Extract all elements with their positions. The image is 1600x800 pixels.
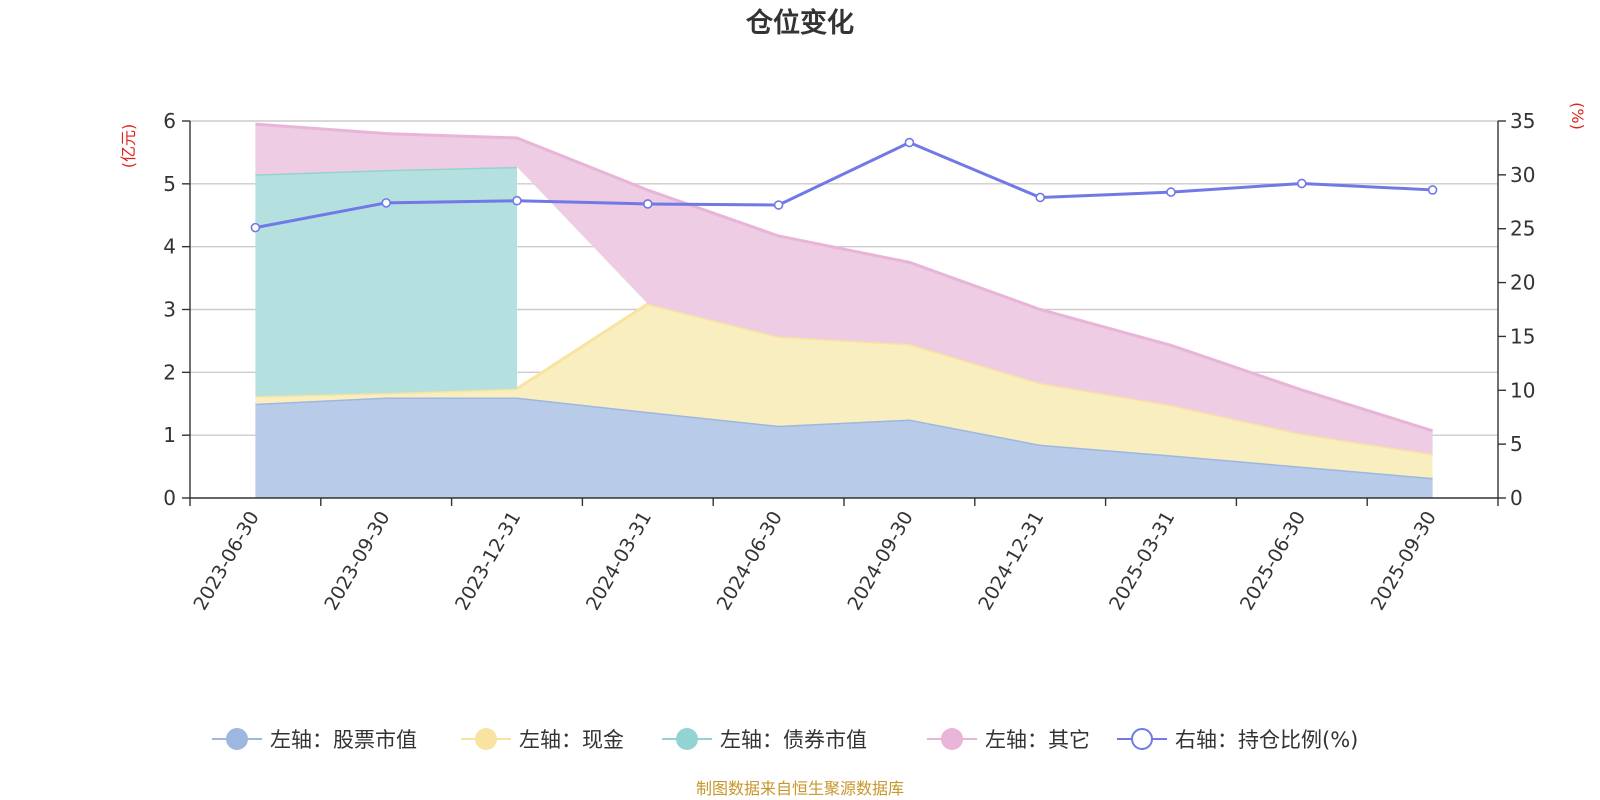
right-tick-label: 5 xyxy=(1510,432,1523,456)
right-tick-label: 30 xyxy=(1510,163,1535,187)
area-1 xyxy=(255,303,1433,478)
right-tick-label: 15 xyxy=(1510,324,1535,348)
legend-marker-2 xyxy=(676,728,698,750)
ratio-point xyxy=(381,198,392,208)
ratio-point xyxy=(1427,185,1438,195)
left-tick-label: 0 xyxy=(163,486,176,510)
legend-marker-1 xyxy=(475,728,497,750)
area-2 xyxy=(255,166,517,397)
left-tick-label: 5 xyxy=(163,172,176,196)
legend-marker-4 xyxy=(1131,728,1153,750)
legend-label-3: 左轴：其它 xyxy=(985,728,1090,752)
ratio-point xyxy=(512,195,522,206)
chart-title: 仓位变化 xyxy=(745,7,854,39)
legend-label-4: 右轴：持仓比例(%) xyxy=(1175,728,1358,752)
legend-label-2: 左轴：债券市值 xyxy=(720,728,867,752)
legend: 左轴：股票市值 左轴：现金 左轴：债券市值 左轴：其它 右轴：持仓比例(%) xyxy=(212,728,1358,752)
right-tick-label: 25 xyxy=(1510,217,1535,241)
x-tick-label: 2023-06-30 xyxy=(189,508,263,615)
legend-label-0: 左轴：股票市值 xyxy=(270,728,417,752)
ratio-point xyxy=(904,137,915,148)
left-tick-label: 3 xyxy=(163,298,176,322)
x-tick-label: 2024-03-31 xyxy=(582,508,656,615)
x-tick-label: 2025-03-31 xyxy=(1105,508,1179,615)
area-3 xyxy=(255,124,1433,455)
left-tick-label: 1 xyxy=(163,423,176,447)
x-tick-label: 2024-12-31 xyxy=(974,508,1048,615)
ratio-point xyxy=(1035,192,1045,203)
ratio-point xyxy=(250,222,261,233)
x-tick-label: 2023-12-31 xyxy=(451,508,525,615)
stacked-areas xyxy=(255,122,1434,498)
legend-marker-3 xyxy=(941,728,963,750)
area-edge-3 xyxy=(255,122,1434,433)
area-0 xyxy=(255,397,1433,498)
x-tick-label: 2024-09-30 xyxy=(843,508,917,615)
position-ratio-line xyxy=(250,137,1438,233)
right-axis-unit: (%) xyxy=(1568,102,1587,130)
x-tick-label: 2023-09-30 xyxy=(320,508,394,615)
right-tick-label: 35 xyxy=(1510,109,1535,133)
x-tick-label: 2025-06-30 xyxy=(1236,508,1310,615)
left-axis-unit: (亿元) xyxy=(119,124,138,169)
left-tick-label: 6 xyxy=(163,109,176,133)
right-tick-label: 0 xyxy=(1510,486,1523,510)
left-tick-label: 4 xyxy=(163,235,176,259)
left-tick-label: 2 xyxy=(163,360,176,384)
right-tick-label: 20 xyxy=(1510,271,1535,295)
x-tick-label: 2025-09-30 xyxy=(1367,508,1441,615)
ratio-point xyxy=(773,200,784,210)
legend-marker-0 xyxy=(226,728,248,750)
right-tick-label: 10 xyxy=(1510,378,1535,402)
ratio-point xyxy=(642,199,653,209)
source-note: 制图数据来自恒生聚源数据库 xyxy=(696,779,904,798)
ratio-point xyxy=(1166,187,1176,197)
x-tick-label: 2024-06-30 xyxy=(713,508,787,615)
ratio-line xyxy=(255,140,1433,230)
legend-label-1: 左轴：现金 xyxy=(519,728,624,752)
ratio-point xyxy=(1297,178,1307,189)
